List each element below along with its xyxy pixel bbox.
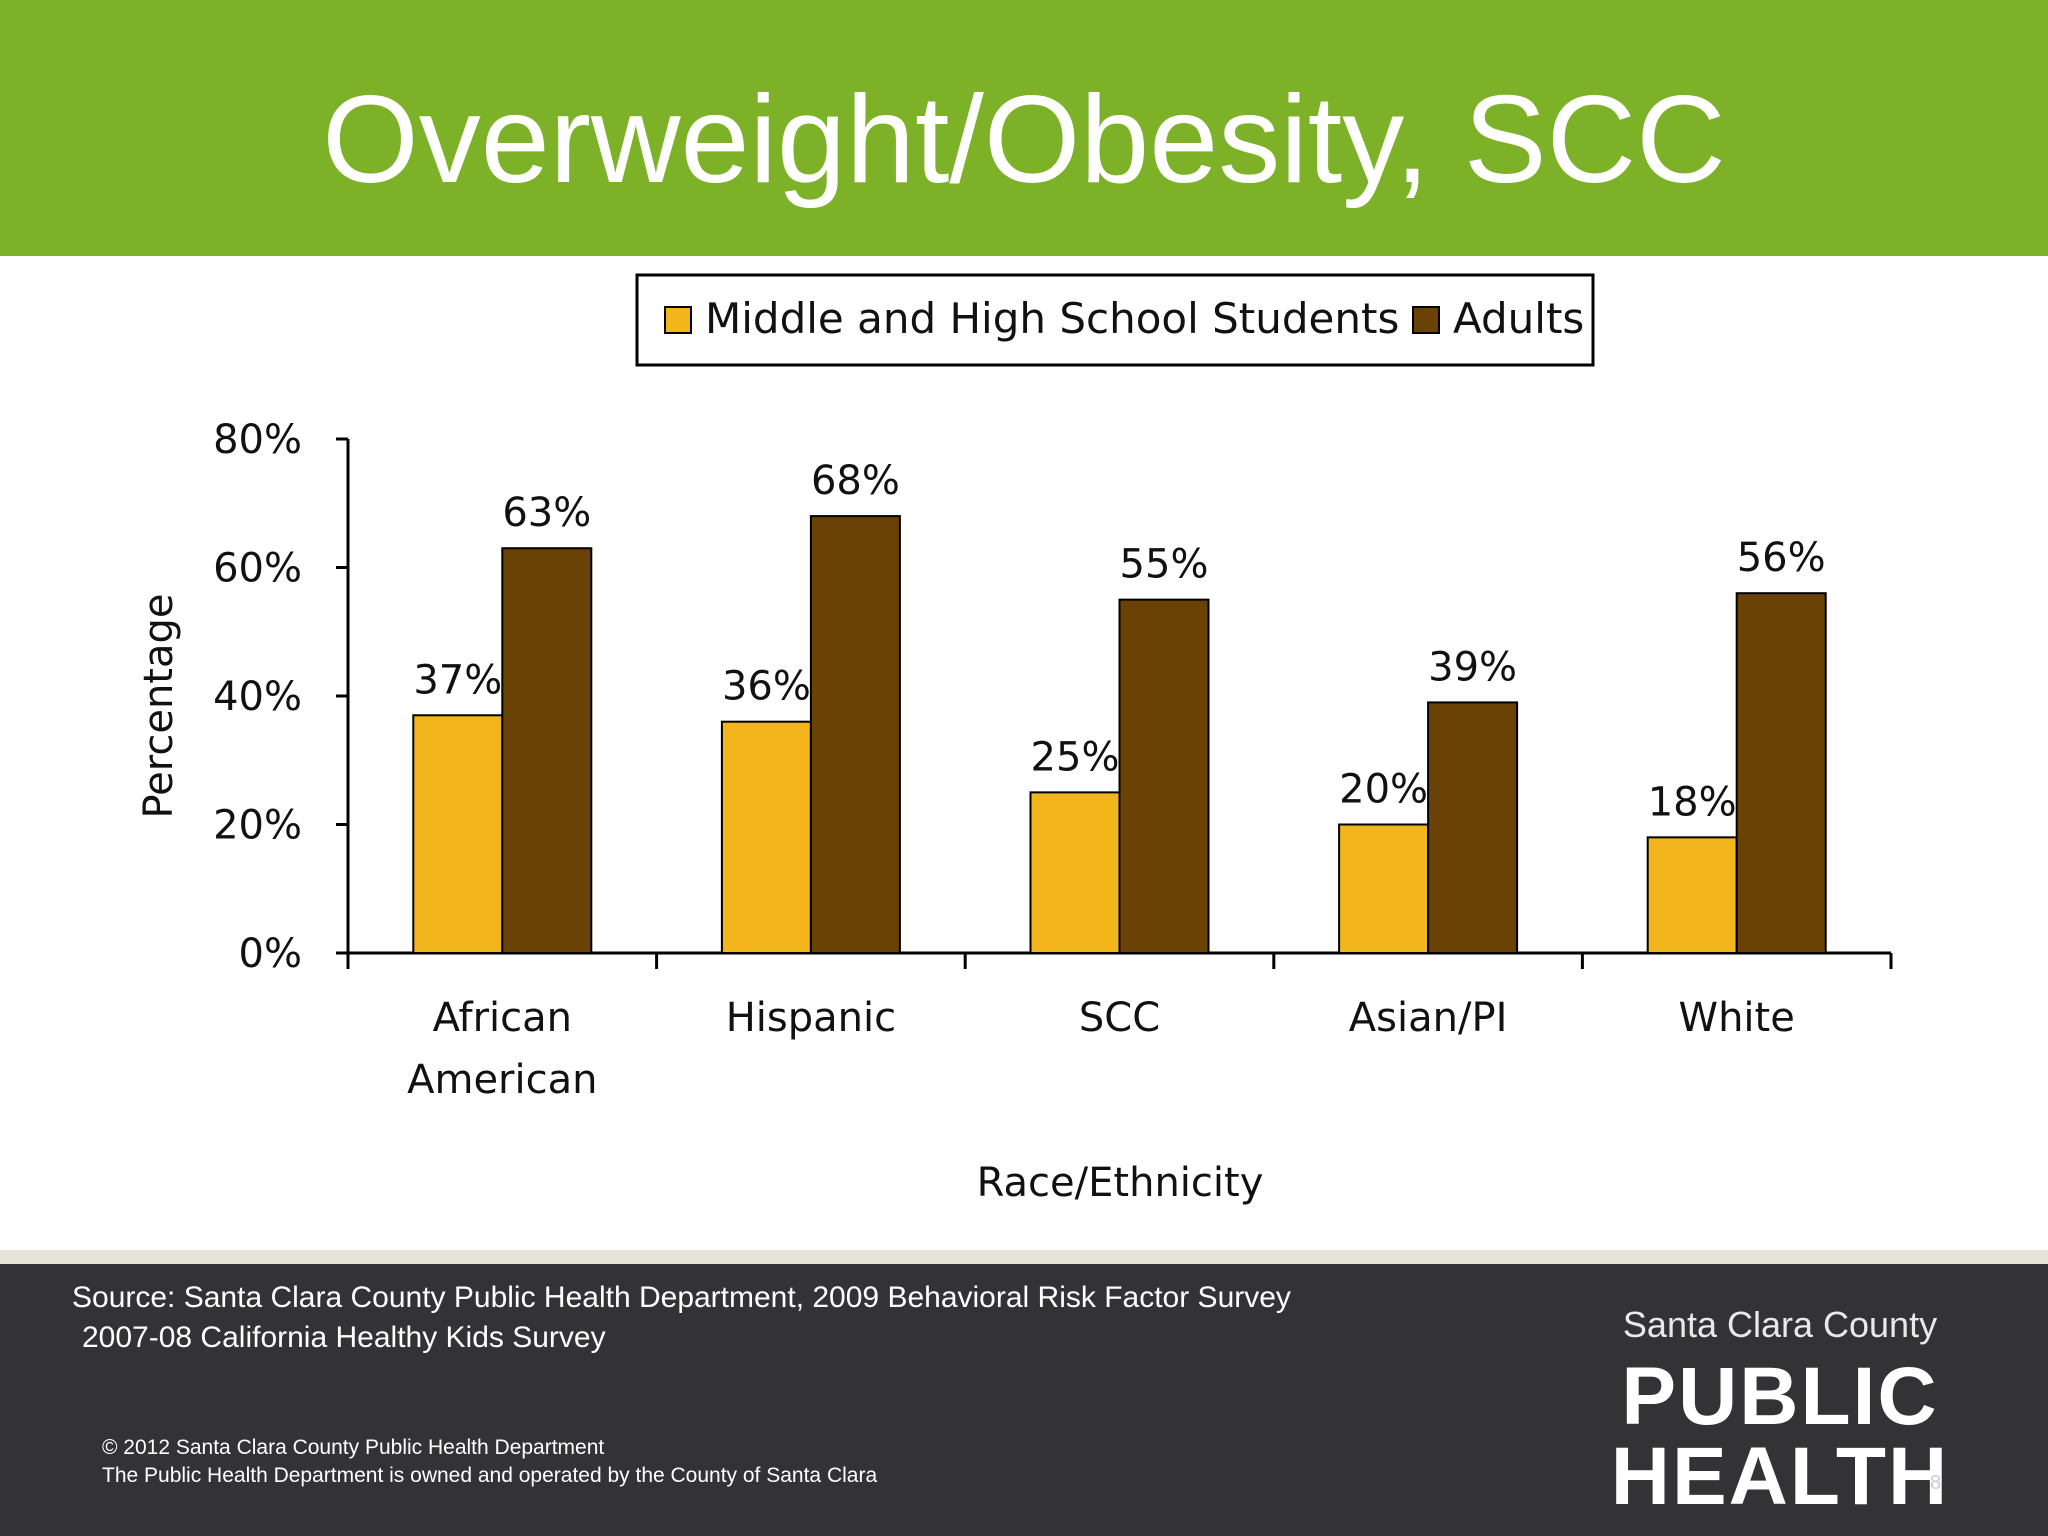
y-axis: 0% 20% 40% 60% 80%: [213, 417, 350, 977]
y-tick-label: 60%: [213, 546, 302, 592]
y-tick-label: 40%: [213, 674, 302, 720]
bar-adults: [1427, 701, 1519, 954]
footer: Source: Santa Clara County Public Health…: [0, 1264, 2048, 1536]
bar-adults: [809, 515, 901, 954]
legend-swatch-adults: [1412, 306, 1440, 334]
data-label-students: 25%: [1031, 734, 1120, 780]
data-label-adults: 68%: [811, 458, 900, 504]
bar-students: [1338, 823, 1430, 954]
y-tick-label: 0%: [239, 931, 302, 977]
legend-label-students: Middle and High School Students: [705, 294, 1399, 343]
bar-students: [1646, 836, 1738, 954]
x-axis: African American Hispanic SCC Asian/PI White: [346, 951, 1893, 1103]
bar-students: [720, 720, 812, 955]
x-axis-title: Race/Ethnicity: [977, 1160, 1264, 1206]
x-tick-label: White: [1679, 995, 1795, 1041]
county-public-health-logo: Santa Clara County PUBLIC HEALTH: [1600, 1304, 1960, 1519]
title-bar: Overweight/Obesity, SCC: [0, 0, 2048, 256]
data-label-adults: 55%: [1120, 542, 1209, 588]
bar-adults: [501, 547, 593, 954]
data-label-students: 20%: [1339, 767, 1428, 813]
x-tick-label: African: [433, 995, 572, 1041]
data-label-adults: 39%: [1428, 644, 1517, 690]
source-line-1: Source: Santa Clara County Public Health…: [72, 1281, 1291, 1314]
bars: 37% 36% 25% 20% 18% 63% 68% 55% 39% 56%: [412, 458, 1827, 955]
legend-label-adults: Adults: [1453, 294, 1584, 343]
footer-divider: [0, 1250, 2048, 1264]
legend-swatch-students: [664, 306, 692, 334]
y-tick-label: 80%: [213, 417, 302, 463]
data-label-students: 18%: [1648, 779, 1737, 825]
bar-adults: [1735, 592, 1827, 954]
logo-word-public: PUBLIC: [1621, 1351, 1939, 1442]
copyright-line-2: The Public Health Department is owned an…: [102, 1464, 878, 1487]
chart-legend: Middle and High School Students Adults: [635, 273, 1595, 367]
page-number: 8: [1930, 1472, 1942, 1494]
bar-students: [1029, 791, 1121, 954]
bar-students: [412, 714, 504, 954]
x-tick-label: SCC: [1079, 995, 1160, 1041]
slide-title: Overweight/Obesity, SCC: [322, 71, 1726, 209]
bar-adults: [1118, 598, 1210, 954]
y-axis-title: Percentage: [136, 593, 182, 818]
data-label-adults: 56%: [1737, 535, 1826, 581]
bar-chart: Middle and High School Students Adults 0…: [136, 273, 1893, 1206]
x-tick-label: Hispanic: [726, 995, 896, 1041]
x-tick-label: Asian/PI: [1349, 995, 1508, 1041]
y-tick-label: 20%: [213, 803, 302, 849]
data-label-students: 37%: [413, 657, 502, 703]
logo-county-name: Santa Clara County: [1622, 1304, 1938, 1345]
data-label-students: 36%: [722, 664, 811, 710]
source-line-2: 2007-08 California Healthy Kids Survey: [82, 1321, 606, 1354]
x-tick-label: American: [407, 1057, 597, 1103]
copyright-line-1: © 2012 Santa Clara County Public Health …: [102, 1436, 605, 1459]
logo-word-health: HEALTH: [1610, 1431, 1950, 1522]
data-label-adults: 63%: [502, 490, 591, 536]
